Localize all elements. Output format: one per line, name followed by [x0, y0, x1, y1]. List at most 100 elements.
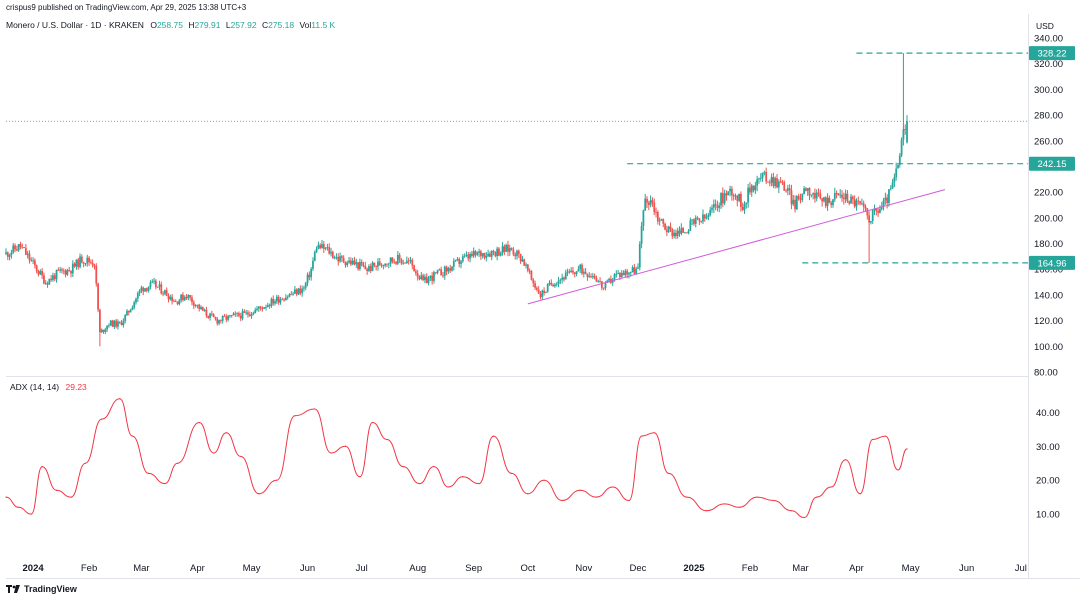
candle-body	[205, 309, 208, 316]
candle-body	[474, 251, 477, 255]
candle-body	[853, 199, 856, 207]
candle	[140, 285, 143, 294]
candle	[247, 309, 249, 318]
candle	[792, 194, 795, 207]
candle-body	[180, 294, 183, 301]
candle-body	[721, 192, 724, 204]
candle-body	[519, 253, 522, 262]
candle	[794, 195, 796, 213]
candle	[656, 210, 659, 225]
candle-body	[716, 205, 719, 208]
candle	[427, 276, 430, 286]
candle-body	[738, 193, 740, 201]
candle-body	[449, 268, 452, 271]
candle	[145, 287, 148, 293]
candle	[59, 266, 62, 273]
candle	[138, 289, 141, 297]
candle-body	[55, 269, 58, 280]
candle	[674, 229, 677, 240]
adx-point	[686, 496, 688, 498]
candle-body	[384, 263, 387, 266]
candle	[595, 275, 598, 283]
candle-body	[210, 313, 213, 315]
candle-body	[826, 197, 829, 207]
candle-body	[219, 320, 222, 321]
candle	[839, 189, 842, 199]
candle	[788, 184, 791, 196]
candle	[71, 260, 74, 277]
candle-body	[160, 284, 163, 294]
candle-body	[808, 188, 811, 196]
candle	[487, 249, 490, 258]
candle-body	[6, 252, 9, 257]
candle-body	[357, 262, 360, 270]
candle	[889, 185, 892, 191]
candle	[577, 265, 580, 272]
candle-body	[162, 293, 164, 295]
candle-body	[653, 202, 656, 213]
candle	[371, 261, 374, 272]
candle-body	[740, 193, 742, 207]
candle	[265, 304, 267, 311]
candle-body	[461, 256, 464, 262]
candle	[28, 250, 31, 264]
adx-point	[164, 482, 166, 485]
adx-point	[790, 510, 793, 512]
candle	[864, 204, 867, 212]
candle	[532, 278, 535, 288]
candle-body	[866, 208, 869, 216]
candle-body	[570, 270, 573, 273]
candle	[192, 300, 195, 310]
candle	[306, 272, 309, 287]
candle	[402, 259, 405, 265]
candle-body	[183, 296, 186, 301]
candle-body	[122, 321, 125, 325]
candle	[102, 329, 105, 334]
ohlc-high-key: H	[188, 20, 195, 30]
candle-body	[304, 282, 307, 288]
candle	[884, 192, 887, 205]
candle-body	[301, 288, 304, 294]
candle-body	[635, 268, 638, 274]
candle-body	[30, 260, 33, 261]
candle	[6, 251, 9, 261]
candle-body	[261, 307, 264, 309]
candle	[795, 195, 798, 210]
candle	[154, 279, 157, 290]
candle-body	[467, 254, 470, 259]
candle	[433, 270, 435, 284]
candle-body	[70, 270, 72, 274]
candle-body	[815, 192, 818, 199]
candle	[73, 262, 76, 268]
candle	[503, 244, 506, 256]
adx-point	[371, 421, 374, 424]
candle	[873, 204, 876, 215]
tradingview-logo[interactable]: TradingView	[6, 584, 77, 594]
candle	[812, 192, 815, 200]
ohlc-open-key: O	[150, 20, 157, 30]
candle-body	[539, 293, 542, 297]
adx-point	[612, 486, 614, 488]
candle-body	[443, 266, 446, 276]
candle-body	[723, 193, 726, 204]
candle	[136, 291, 139, 303]
adx-point	[55, 489, 58, 491]
candle-body	[602, 287, 605, 289]
candle	[543, 287, 545, 296]
candle-body	[687, 230, 690, 234]
candle	[848, 200, 851, 206]
candle-body	[543, 290, 545, 293]
candle	[519, 253, 522, 264]
candle-body	[353, 260, 356, 265]
candle	[297, 287, 300, 296]
candle	[205, 306, 208, 318]
candle-body	[879, 208, 881, 213]
candle-body	[510, 248, 513, 250]
candle-body	[902, 129, 905, 140]
candle	[833, 187, 836, 203]
candle-body	[174, 301, 177, 303]
candle-body	[494, 252, 497, 257]
candle	[870, 220, 872, 225]
candle-body	[17, 244, 20, 251]
